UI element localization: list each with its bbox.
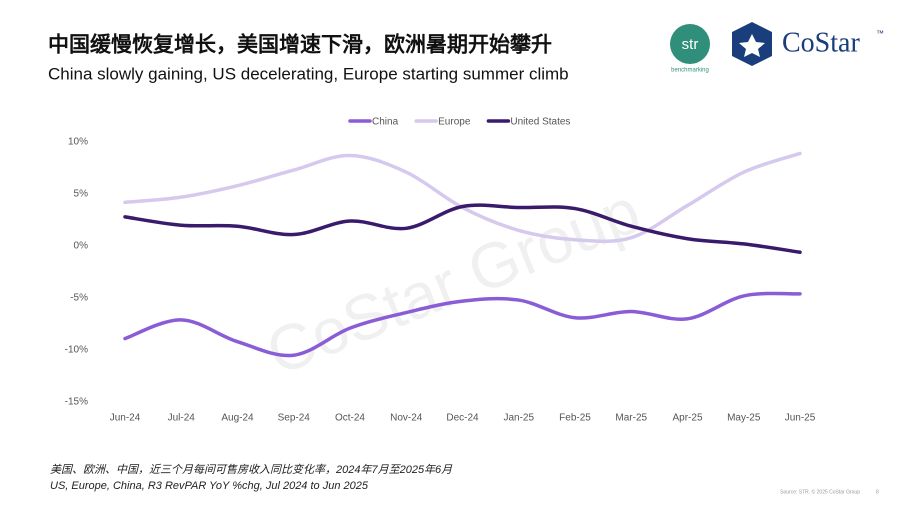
x-tick-label: Apr-25 <box>672 413 702 424</box>
x-tick-label: Feb-25 <box>559 413 591 424</box>
plot: -15% -10% -5% 0% 5% 10% Jun-24 Jul-24 Aug-24 Sep-… <box>65 117 816 424</box>
x-tick-label: Jun-25 <box>785 413 816 424</box>
footnote: 美国、欧洲、中国，近三个月每间可售房收入同比变化率，2024年7月至2025年6… <box>50 463 453 476</box>
y-tick-label: -15% <box>65 397 88 408</box>
chart-title: 中国缓慢恢复增长，美国增速下滑，欧洲暑期开始攀升 <box>48 33 552 57</box>
x-tick-label: Jan-25 <box>503 413 534 424</box>
legend-label: United States <box>510 117 570 128</box>
y-tick-label: 10% <box>68 137 88 148</box>
y-tick-label: 0% <box>74 241 89 252</box>
costar-logo: CoStar <box>782 27 860 58</box>
x-tick-label: Dec-24 <box>446 413 479 424</box>
source: Source: STR. © 2025 CoStar Group <box>780 488 860 495</box>
str-logo <box>670 24 710 64</box>
y-tick-label: -5% <box>70 293 88 304</box>
legend-label: China <box>372 117 399 128</box>
page-number: 8 <box>876 489 879 495</box>
str-logo-text: str <box>682 36 699 53</box>
y-tick-label: 5% <box>74 189 89 200</box>
y-tick-label: -10% <box>65 345 88 356</box>
trademark: ™ <box>876 29 884 38</box>
x-tick-label: Sep-24 <box>278 413 311 424</box>
x-tick-label: May-25 <box>727 413 761 424</box>
x-tick-label: Oct-24 <box>335 413 365 424</box>
x-tick-label: Nov-24 <box>390 413 423 424</box>
costar-icon <box>732 22 772 66</box>
x-tick-label: Jul-24 <box>168 413 196 424</box>
series-line <box>123 151 802 244</box>
legend-label: Europe <box>438 117 471 128</box>
x-tick-label: Mar-25 <box>615 413 647 424</box>
chart-subtitle: China slowly gaining, US decelerating, E… <box>48 64 569 83</box>
watermark: CoStar Group <box>257 174 650 389</box>
str-tagline: benchmarking <box>671 68 709 74</box>
series-line <box>123 203 802 254</box>
x-tick-label: Aug-24 <box>221 413 254 424</box>
series-line <box>123 291 802 358</box>
footnote: US, Europe, China, R3 RevPAR YoY %chg, J… <box>50 480 369 492</box>
x-tick-label: Jun-24 <box>110 413 141 424</box>
